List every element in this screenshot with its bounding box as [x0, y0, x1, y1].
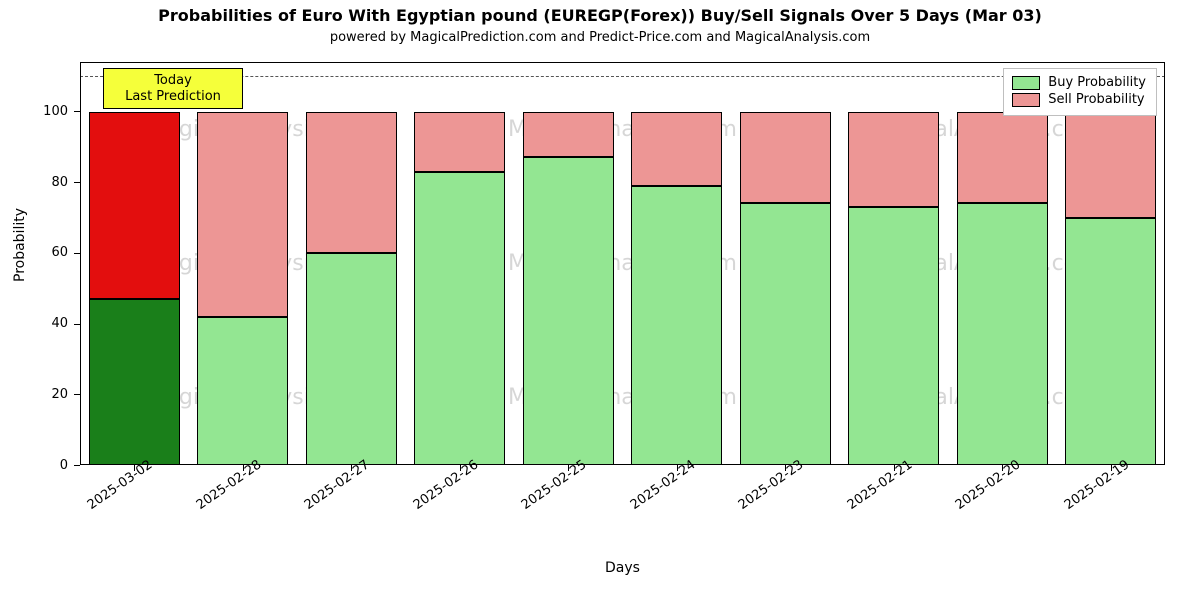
ytick-mark [74, 182, 80, 183]
buy-bar [848, 207, 939, 465]
plot-area: MagicalAnalysis.comMagicalAnalysis.comMa… [80, 62, 1165, 465]
xtick-label: 2025-02-24 [628, 457, 699, 513]
sell-bar [523, 112, 614, 158]
buy-bar [414, 172, 505, 465]
bar-group [848, 62, 939, 465]
buy-bar [631, 186, 722, 465]
bar-group [197, 62, 288, 465]
ytick-label: 40 [0, 316, 68, 331]
sell-bar [631, 112, 722, 186]
xtick-label: 2025-02-28 [194, 457, 265, 513]
xtick-label: 2025-02-26 [411, 457, 482, 513]
sell-bar [306, 112, 397, 253]
buy-bar [957, 203, 1048, 465]
legend-item: Buy Probability [1012, 75, 1146, 92]
legend-label: Sell Probability [1048, 92, 1144, 109]
xtick-label: 2025-02-20 [953, 457, 1024, 513]
legend-swatch [1012, 76, 1040, 90]
sell-bar [414, 112, 505, 172]
bar-group [523, 62, 614, 465]
plot-inner: MagicalAnalysis.comMagicalAnalysis.comMa… [80, 62, 1165, 465]
sell-bar [89, 112, 180, 299]
ytick-label: 100 [0, 104, 68, 119]
buy-bar [523, 157, 614, 465]
legend: Buy ProbabilitySell Probability [1003, 68, 1157, 116]
sell-bar [1065, 112, 1156, 218]
xtick-label: 2025-03-02 [85, 457, 156, 513]
xtick-label: 2025-02-19 [1062, 457, 1133, 513]
ytick-mark [74, 253, 80, 254]
xtick-label: 2025-02-23 [736, 457, 807, 513]
sell-bar [197, 112, 288, 317]
bar-group [306, 62, 397, 465]
bar-group [740, 62, 831, 465]
ytick-mark [74, 324, 80, 325]
yaxis-label: Probability [12, 242, 28, 282]
buy-bar [306, 253, 397, 465]
ytick-label: 80 [0, 175, 68, 190]
xtick-label: 2025-02-21 [845, 457, 916, 513]
ytick-label: 0 [0, 458, 68, 473]
buy-bar [197, 317, 288, 465]
xtick-label: 2025-02-25 [519, 457, 590, 513]
chart-subtitle: powered by MagicalPrediction.com and Pre… [0, 30, 1200, 45]
bar-group [631, 62, 722, 465]
sell-bar [848, 112, 939, 207]
xtick-label: 2025-02-27 [302, 457, 373, 513]
sell-bar [740, 112, 831, 204]
legend-swatch [1012, 93, 1040, 107]
bar-group [957, 62, 1048, 465]
bar-group [1065, 62, 1156, 465]
buy-bar [1065, 218, 1156, 465]
ytick-mark [74, 465, 80, 466]
ytick-label: 60 [0, 245, 68, 260]
sell-bar [957, 112, 1048, 204]
ytick-mark [74, 394, 80, 395]
legend-item: Sell Probability [1012, 92, 1146, 109]
ytick-mark [74, 111, 80, 112]
chart-title: Probabilities of Euro With Egyptian poun… [0, 6, 1200, 25]
legend-label: Buy Probability [1048, 75, 1146, 92]
buy-bar [740, 203, 831, 465]
ytick-label: 20 [0, 387, 68, 402]
bar-group [89, 62, 180, 465]
xaxis-label: Days [80, 560, 1165, 576]
buy-bar [89, 299, 180, 465]
bar-group [414, 62, 505, 465]
figure: Probabilities of Euro With Egyptian poun… [0, 0, 1200, 600]
